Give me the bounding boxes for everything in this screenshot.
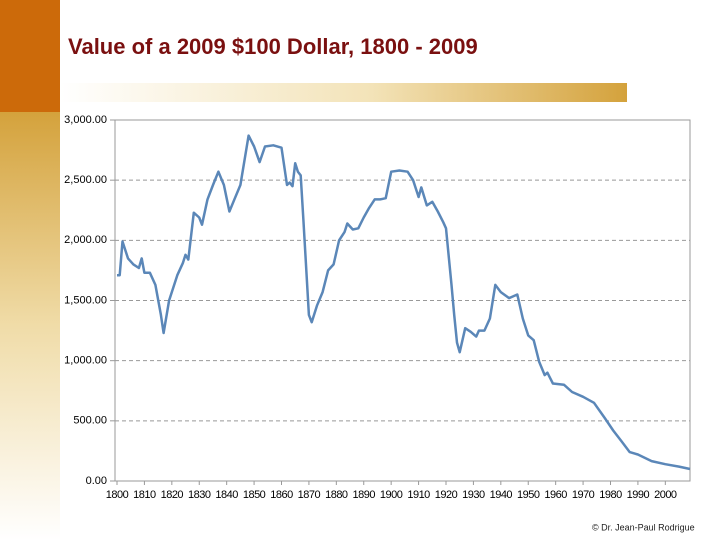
y-tick-label: 500.00: [73, 415, 107, 427]
x-tick-label: 1810: [133, 489, 156, 501]
data-line: [117, 134, 691, 471]
x-tick-label: 1960: [544, 489, 567, 501]
title-bar: [60, 83, 627, 102]
x-tick-label: 1980: [599, 489, 622, 501]
x-tick-label: 1840: [215, 489, 238, 501]
x-tick-label: 2000: [654, 489, 677, 501]
x-tick-label: 1880: [325, 489, 348, 501]
x-tick-label: 1970: [572, 489, 595, 501]
corner-block: [0, 0, 60, 112]
x-tick-label: 1870: [298, 489, 321, 501]
side-strip: [0, 112, 60, 540]
x-tick-label: 1850: [243, 489, 266, 501]
x-tick-label: 1910: [407, 489, 430, 501]
x-tick-label: 1900: [380, 489, 403, 501]
x-tick-label: 1930: [462, 489, 485, 501]
x-tick-label: 1940: [490, 489, 513, 501]
x-tick-label: 1890: [353, 489, 376, 501]
x-tick-label: 1820: [161, 489, 184, 501]
x-tick-label: 1950: [517, 489, 540, 501]
y-tick-label: 2,500.00: [64, 174, 107, 186]
x-tick-label: 1800: [106, 489, 129, 501]
x-tick-label: 1990: [627, 489, 650, 501]
y-tick-label: 2,000.00: [64, 234, 107, 246]
y-tick-label: 1,000.00: [64, 355, 107, 367]
chart-title: Value of a 2009 $100 Dollar, 1800 - 2009: [68, 34, 478, 59]
y-tick-label: 3,000.00: [64, 114, 107, 126]
y-tick-label: 0.00: [86, 475, 107, 487]
x-tick-label: 1830: [188, 489, 211, 501]
footer: © Dr. Jean-Paul Rodrigue: [592, 522, 695, 532]
x-tick-label: 1920: [435, 489, 458, 501]
y-tick-label: 1,500.00: [64, 294, 107, 306]
x-tick-label: 1860: [270, 489, 293, 501]
